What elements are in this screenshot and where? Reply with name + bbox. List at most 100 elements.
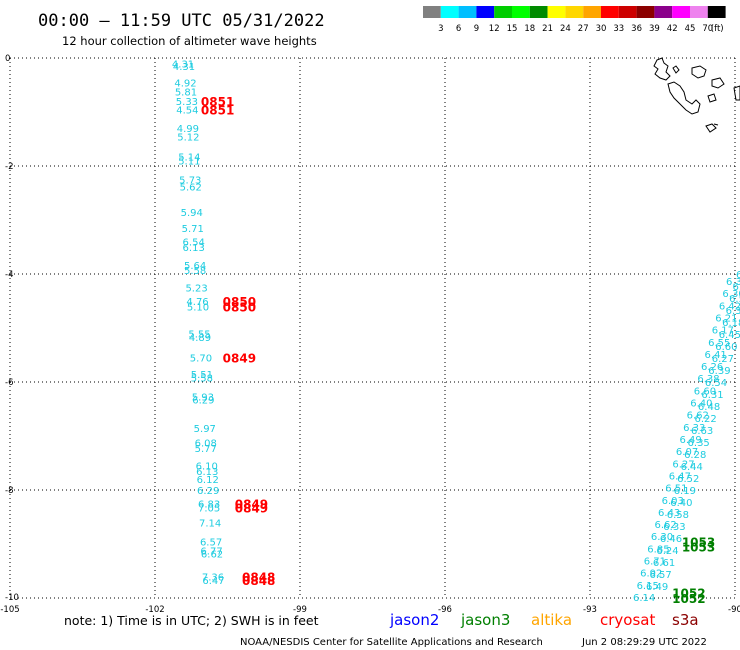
latitude-label: -2: [5, 162, 13, 172]
altimeter-track-east: 6.146.156.926.716.856.306.626.436.036.51…: [633, 270, 740, 604]
scale-swatch: [707, 6, 726, 18]
swh-value: 6.07: [676, 447, 698, 458]
swh-value: 6.57: [649, 570, 671, 581]
swh-value: 5.10: [187, 302, 209, 313]
swh-value: 6.37: [726, 306, 740, 317]
scale-swatch: [690, 6, 708, 18]
scale-label: 27: [578, 24, 589, 34]
scale-swatch: [654, 6, 673, 18]
swh-value: 6.63: [691, 426, 713, 437]
swh-value: 6.47: [669, 471, 691, 482]
page-subtitle: 12 hour collection of altimeter wave hei…: [62, 34, 317, 48]
scale-swatch: [423, 6, 441, 18]
longitude-label: -96: [438, 605, 452, 615]
swh-value: 6.57: [200, 537, 222, 548]
swh-value: 5.64: [184, 261, 206, 272]
swh-value: 5.81: [175, 87, 197, 98]
footer-note: note: 1) Time is in UTC; 2) SWH is in fe…: [64, 613, 319, 628]
altimeter-track-west: 4.314.314.925.815.334.544.995.125.145.11…: [172, 59, 225, 587]
latitude-labels: 0 -2 -4 -6 -8 -10: [5, 54, 19, 603]
scale-label: 70: [702, 24, 713, 34]
swh-value: 6.03: [662, 496, 684, 507]
swh-value: 6.56: [729, 294, 740, 305]
swh-value: 6.29: [197, 486, 219, 497]
swh-value: 6.60: [694, 386, 716, 397]
swh-value: 6.61: [653, 558, 675, 569]
swh-value: 6.46: [660, 534, 682, 545]
swh-value: 6.45: [719, 330, 740, 341]
pass-time-label: 0849: [235, 498, 268, 512]
pass-time-labels: 0851085108500850084908490849084808481053…: [201, 95, 715, 606]
satellite-jason2: jason2: [389, 611, 439, 629]
pass-time-label: 0848: [242, 570, 275, 584]
scale-swatch: [512, 6, 530, 18]
swh-value: 6.55: [708, 338, 730, 349]
scale-label: 39: [649, 24, 660, 34]
swh-value: 6.54: [183, 238, 205, 249]
swh-value: 6.33: [663, 522, 685, 533]
pass-time-label: 1052: [672, 592, 705, 606]
swh-value: 7.36: [202, 572, 224, 583]
scale-label: 21: [542, 24, 553, 34]
scale-swatch: [476, 6, 495, 18]
swh-value: 6.62: [201, 550, 223, 561]
swh-value: 4.54: [176, 105, 198, 116]
swh-value: 5.97: [194, 424, 216, 435]
scale-swatch: [440, 6, 459, 18]
swh-value: 5.58: [184, 266, 206, 277]
swh-value: 6.60: [715, 342, 737, 353]
scale-label: 3: [438, 24, 443, 34]
pass-time-label: 0851: [201, 103, 234, 117]
scale-label: 12: [489, 24, 500, 34]
swh-value: 6.22: [694, 414, 716, 425]
swh-value: 6.18: [722, 318, 740, 329]
swh-value: 5.33: [176, 97, 198, 108]
swh-value: 6.85: [647, 544, 669, 555]
swh-value: 5.11: [178, 157, 200, 168]
swh-value: 5.77: [195, 444, 217, 455]
scale-label: 18: [524, 24, 535, 34]
swh-value: 6.52: [677, 474, 699, 485]
swh-value: 6.30: [722, 289, 740, 300]
swh-value: 6.49: [680, 435, 702, 446]
swh-value: 6.54: [705, 378, 727, 389]
longitude-label: -90: [728, 605, 740, 615]
scale-label: 15: [507, 24, 518, 34]
swh-value: 6.26: [701, 362, 723, 373]
swh-value: 6.92: [640, 569, 662, 580]
swh-value: 6.10: [196, 462, 218, 473]
pass-time-label: 1053: [682, 541, 715, 555]
swh-value: 4.99: [177, 124, 199, 135]
scale-label: 30: [596, 24, 607, 34]
swh-value: 6.19: [674, 486, 696, 497]
scale-unit: (ft): [711, 24, 724, 34]
swh-value: 6.13: [196, 467, 218, 478]
scale-swatch: [458, 6, 477, 18]
page-title: 00:00 – 11:59 UTC 05/31/2022: [38, 11, 325, 31]
swh-value: 5.62: [180, 183, 202, 194]
map-grid: [9, 57, 736, 599]
scale-label: 6: [456, 24, 461, 34]
wave-height-color-scale: 3 6 9 12 15 18 21 24 27 30 33 36 39 42 45 70(ft): [423, 6, 726, 34]
scale-label: 24: [560, 24, 571, 34]
longitude-label: -105: [0, 605, 19, 615]
swh-value: 6.28: [684, 450, 706, 461]
swh-value: 6.21: [715, 313, 737, 324]
swh-value: 5.51: [191, 370, 213, 381]
swh-value: 6.17: [712, 326, 734, 337]
pass-time-label: 0851: [201, 95, 234, 109]
swh-value: 4.76: [186, 297, 208, 308]
scale-swatch: [529, 6, 548, 18]
satellite-legend: jason2 jason3 altika cryosat s3a: [389, 611, 699, 629]
timestamp-text: Jun 2 08:29:29 UTC 2022: [581, 637, 707, 648]
swh-value: 6.35: [688, 438, 710, 449]
latitude-label: -6: [5, 378, 13, 388]
credit-text: NOAA/NESDIS Center for Satellite Applica…: [240, 637, 543, 648]
swh-value: 6.27: [712, 354, 734, 365]
scale-swatch: [601, 6, 619, 18]
swh-value: 6.43: [736, 270, 740, 281]
longitude-labels: -105 -102 -99 -96 -93 -90: [0, 605, 740, 615]
swh-value: 6.36: [726, 277, 740, 288]
swh-value: 5.70: [190, 354, 212, 365]
swh-value: 6.29: [192, 395, 214, 406]
